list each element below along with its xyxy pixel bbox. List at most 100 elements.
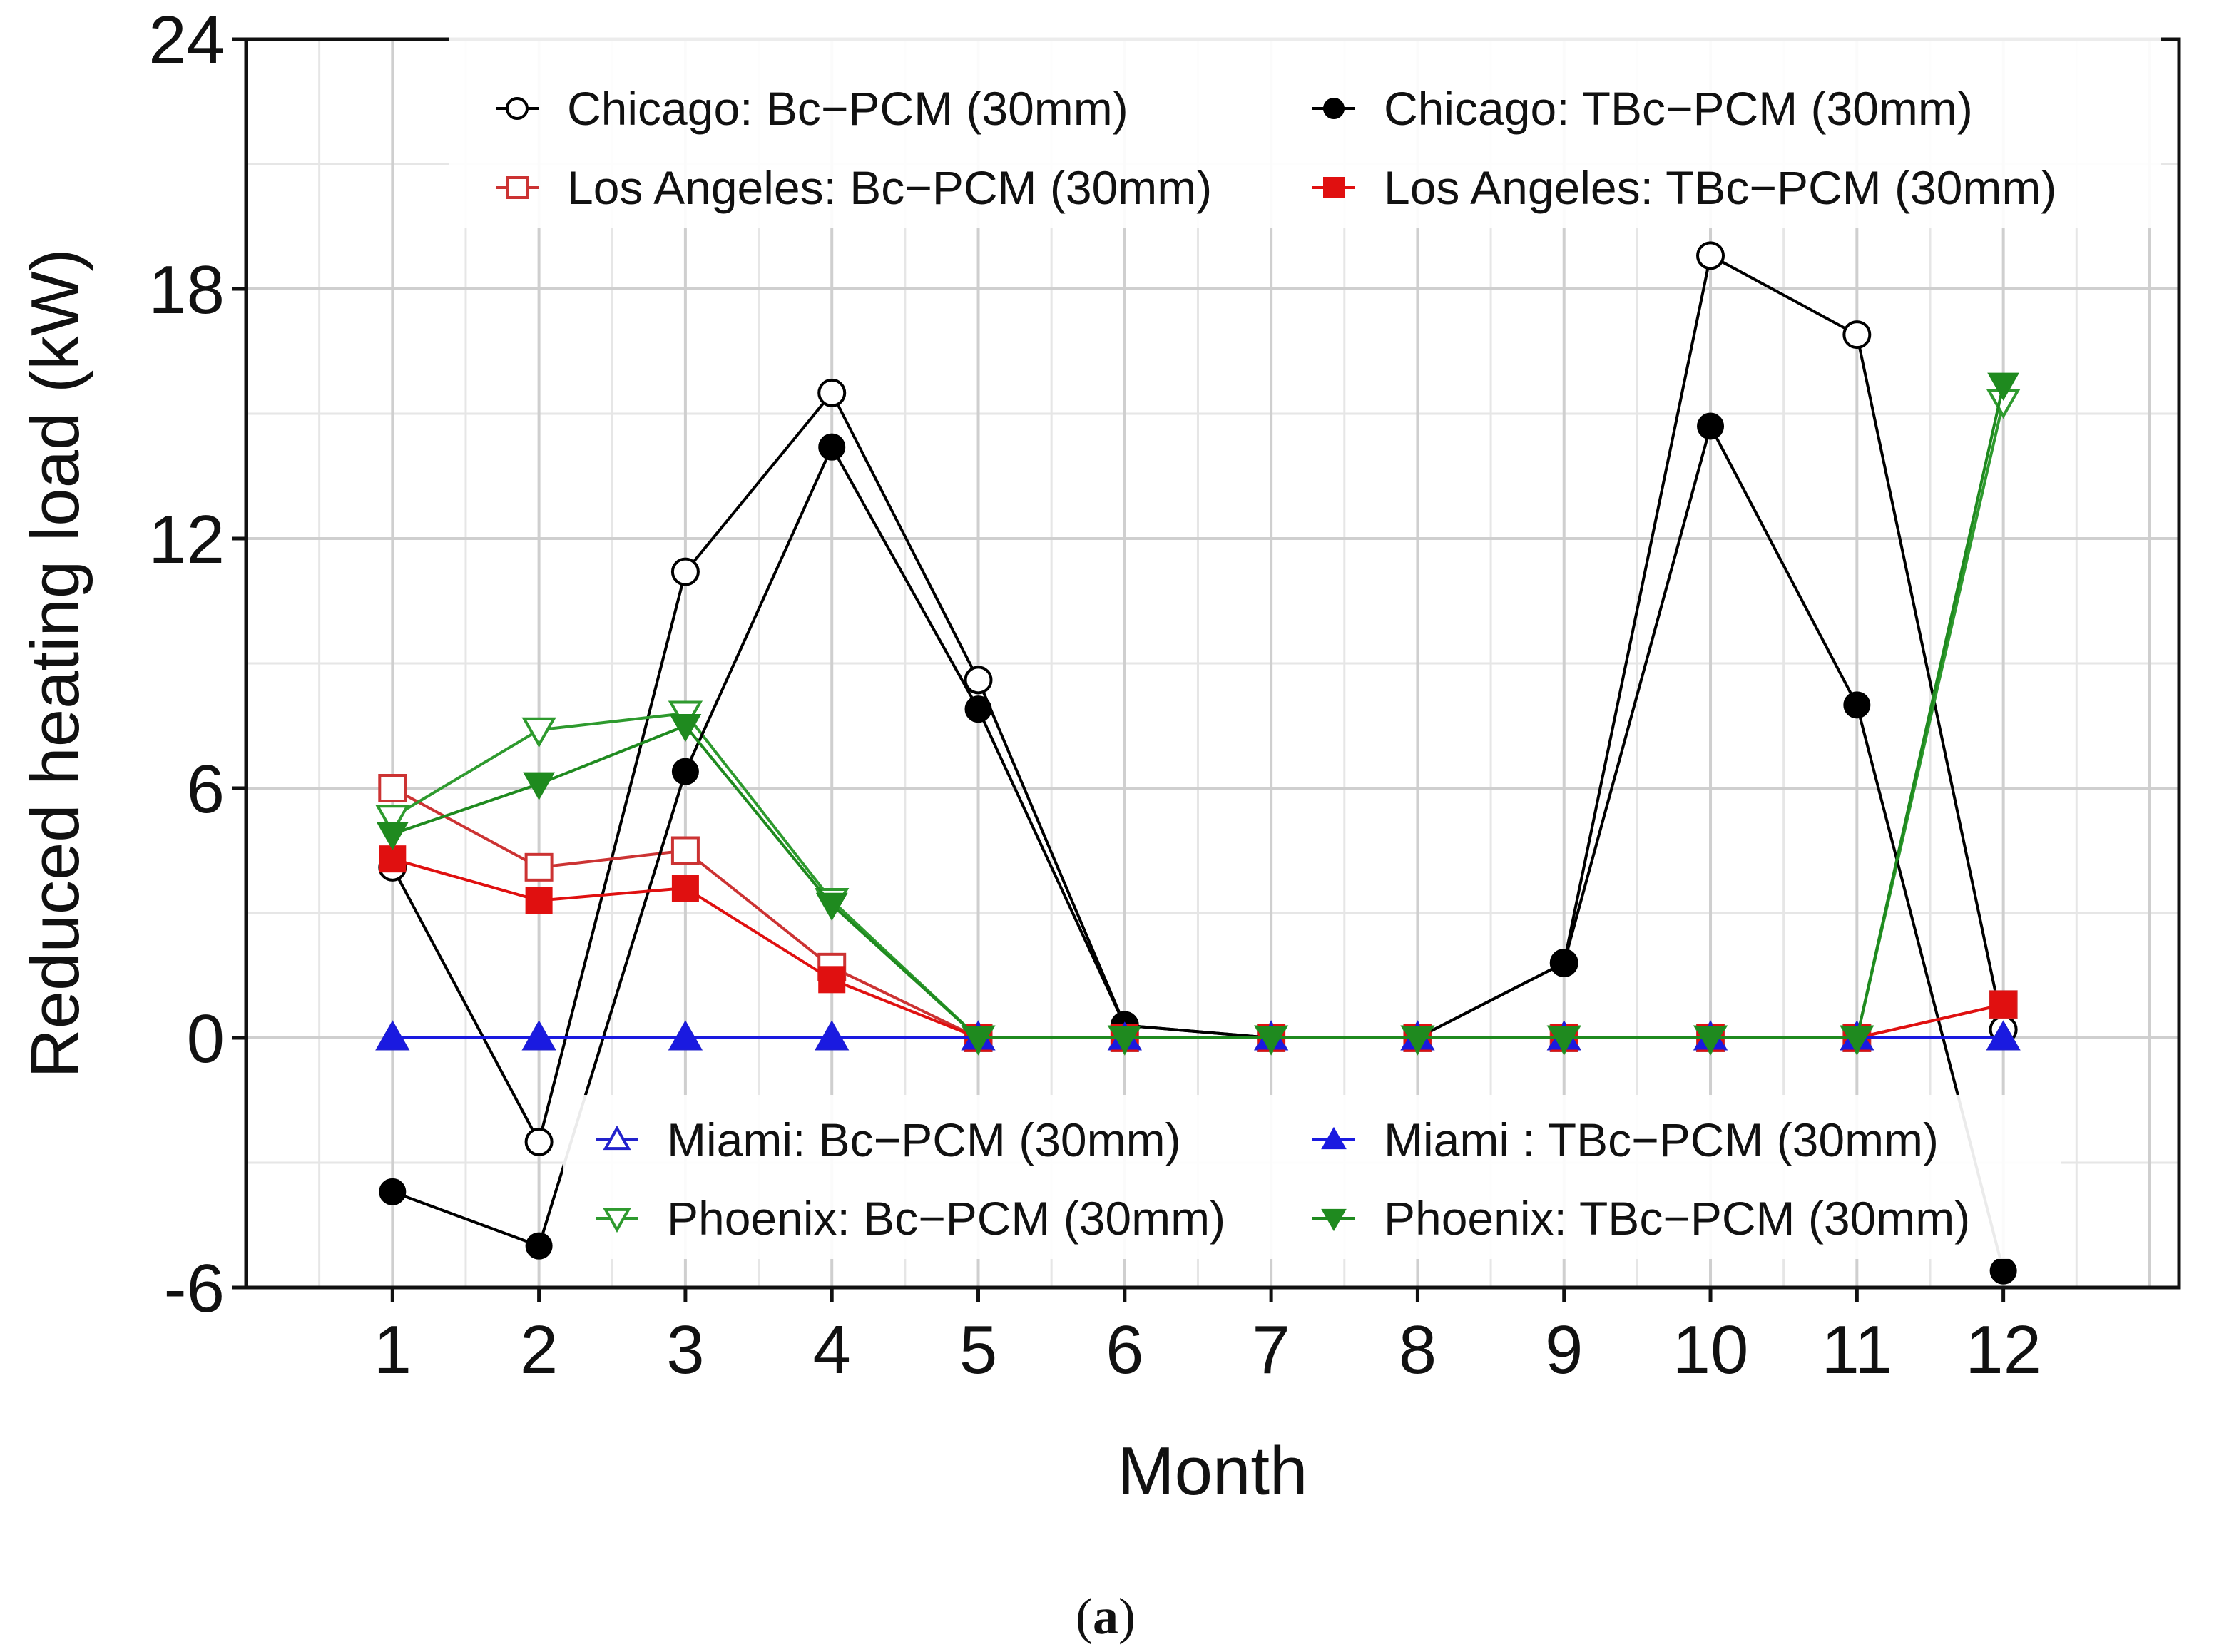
data-point — [379, 845, 407, 873]
y-tick-label: -6 — [164, 1250, 225, 1327]
data-point — [1989, 1257, 2017, 1285]
x-tick-label: 1 — [374, 1312, 412, 1388]
legend-label: Los Angeles: TBc−PCM (30mm) — [1384, 161, 2056, 214]
series-line — [392, 422, 2005, 1272]
data-point — [669, 713, 702, 743]
data-point — [524, 1127, 554, 1156]
legend-label: Miami: Bc−PCM (30mm) — [667, 1113, 1181, 1166]
y-axis-title: Reduced heating load (kW) — [17, 248, 93, 1078]
data-point — [525, 1232, 553, 1260]
data-point — [523, 772, 556, 800]
y-tick-label: 18 — [148, 252, 225, 328]
y-tick-label: 0 — [187, 1001, 225, 1077]
x-tick-label: 10 — [1673, 1312, 1749, 1388]
data-point — [815, 892, 848, 922]
legend-label: Phoenix: Bc−PCM (30mm) — [667, 1192, 1225, 1245]
data-point — [1842, 320, 1872, 350]
caption-close-paren: ) — [1118, 1588, 1136, 1645]
data-point — [1697, 412, 1725, 440]
data-point — [670, 557, 700, 586]
legend-entry: Chicago: Bc−PCM (30mm) — [496, 82, 1128, 135]
data-point — [524, 852, 554, 882]
series-layer — [375, 241, 2021, 1285]
figure-caption: (a) — [1076, 1588, 1136, 1645]
data-point — [521, 717, 556, 748]
data-point — [376, 1021, 409, 1050]
data-point — [1696, 241, 1725, 270]
x-tick-label: 8 — [1399, 1312, 1437, 1388]
legend-label: Chicago: TBc−PCM (30mm) — [1384, 82, 1973, 135]
data-point — [1402, 1026, 1434, 1054]
data-point — [817, 378, 847, 407]
legend-entry: Chicago: TBc−PCM (30mm) — [1312, 82, 1973, 135]
series-phoenix-tbc-pcm-30mm — [376, 372, 2020, 1054]
legend-marker — [1321, 1126, 1347, 1150]
data-point — [1694, 1026, 1727, 1054]
data-point — [671, 875, 699, 902]
data-point — [818, 966, 846, 994]
data-point — [815, 1021, 848, 1050]
x-tick-label: 7 — [1252, 1312, 1290, 1388]
data-point — [379, 1178, 407, 1205]
legend-marker — [506, 176, 529, 199]
legend-label: Chicago: Bc−PCM (30mm) — [567, 82, 1128, 135]
data-point — [1255, 1026, 1287, 1054]
legend-top: Chicago: Bc−PCM (30mm) Chicago: TBc−PCM (… — [449, 21, 2161, 228]
caption-open-paren: ( — [1076, 1588, 1093, 1645]
data-point — [376, 822, 409, 850]
caption-letter: a — [1093, 1588, 1118, 1645]
data-point — [1840, 1026, 1873, 1054]
legends: Chicago: Bc−PCM (30mm) Chicago: TBc−PCM (… — [449, 21, 2161, 1259]
data-point — [1548, 1026, 1581, 1054]
data-point — [523, 1021, 556, 1050]
data-point — [964, 695, 992, 723]
legend-marker — [603, 1125, 631, 1151]
legend-entry: Los Angeles: Bc−PCM (30mm) — [496, 161, 1212, 214]
x-tick-label: 2 — [520, 1312, 558, 1388]
data-point — [375, 805, 410, 835]
x-tick-label: 6 — [1106, 1312, 1143, 1388]
data-point — [1843, 691, 1871, 719]
legend-entry: Miami: Bc−PCM (30mm) — [596, 1113, 1181, 1166]
x-axis-title: Month — [1118, 1433, 1308, 1509]
x-tick-label: 12 — [1965, 1312, 2041, 1388]
data-point — [1550, 949, 1578, 977]
data-point — [669, 1021, 702, 1050]
legend-label: Miami : TBc−PCM (30mm) — [1384, 1113, 1939, 1166]
x-tick-label: 9 — [1545, 1312, 1583, 1388]
x-tick-label: 11 — [1822, 1312, 1893, 1388]
legend-label: Los Angeles: Bc−PCM (30mm) — [567, 161, 1212, 214]
data-point — [1989, 991, 2017, 1019]
x-tick-label: 5 — [959, 1312, 997, 1388]
data-point — [1987, 1021, 2020, 1050]
data-point — [818, 433, 846, 461]
legend-bottom: Miami: Bc−PCM (30mm) Miami : TBc−PCM (30m… — [563, 1095, 2061, 1259]
y-tick-label: 24 — [148, 2, 225, 78]
legend-background — [563, 1095, 2061, 1259]
x-tick-label: 3 — [666, 1312, 704, 1388]
data-point — [964, 666, 993, 695]
legend-label: Phoenix: TBc−PCM (30mm) — [1384, 1192, 1970, 1245]
data-point — [378, 774, 407, 802]
y-tick-label: 12 — [148, 501, 225, 578]
data-point — [671, 758, 699, 785]
legend-background — [449, 21, 2161, 228]
data-point — [670, 836, 700, 865]
legend-marker — [1323, 98, 1345, 119]
legend-entry: Phoenix: TBc−PCM (30mm) — [1312, 1192, 1970, 1245]
legend-marker — [506, 97, 529, 120]
data-point — [1987, 372, 2020, 401]
data-point — [525, 887, 553, 914]
legend-marker — [1323, 177, 1345, 198]
y-tick-label: 6 — [187, 751, 225, 827]
legend-marker — [1321, 1208, 1347, 1232]
data-point — [962, 1026, 994, 1054]
legend-entry: Los Angeles: TBc−PCM (30mm) — [1312, 161, 2056, 214]
legend-entry: Phoenix: Bc−PCM (30mm) — [596, 1192, 1225, 1245]
x-tick-label: 4 — [813, 1312, 851, 1388]
legend-marker — [603, 1208, 631, 1233]
data-point — [1108, 1026, 1141, 1054]
legend-entry: Miami : TBc−PCM (30mm) — [1312, 1113, 1939, 1166]
